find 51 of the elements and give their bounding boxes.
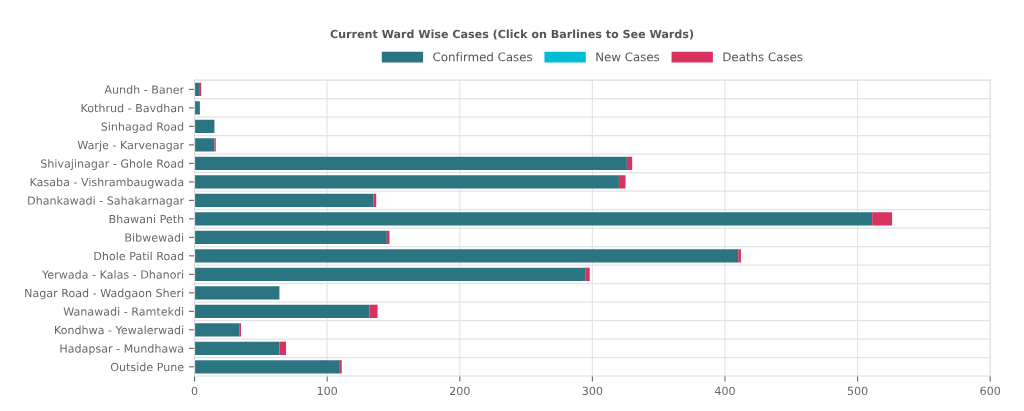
y-tick-label: Sinhagad Road	[101, 122, 184, 133]
y-tick-label: Kothrud - Bavdhan	[81, 103, 184, 113]
y-tick-label: Aundh - Baner	[104, 85, 185, 94]
bar	[194, 193, 374, 208]
y-tick-label: Shivajinagar - Ghole Road	[41, 159, 184, 170]
y-tick-label: Outside Pune	[110, 362, 184, 372]
x-tick-label: 200	[449, 386, 470, 396]
bar	[194, 286, 280, 300]
y-tick-label: Nagar Road - Wadgaon Sheri	[25, 288, 184, 300]
bar	[626, 156, 633, 171]
bar	[339, 360, 342, 374]
x-tick-label: 400	[714, 386, 735, 396]
y-tick-label: Dhankawadi - Sahakarnagar	[28, 196, 185, 207]
y-tick-label: Kasaba - Vishrambaugwada	[30, 177, 184, 189]
legend-label: Deaths Cases	[723, 52, 803, 62]
legend-label: Confirmed Cases	[433, 52, 533, 62]
bar	[194, 341, 280, 355]
y-tick-label: Wanawadi - Ramtekdi	[63, 307, 184, 316]
x-tick-label: 0	[191, 386, 198, 396]
x-tick-label: 500	[847, 386, 868, 396]
y-tick-label: Kondhwa - Yewalerwadi	[55, 325, 184, 335]
bar	[194, 82, 200, 97]
bar	[585, 267, 590, 281]
bar	[194, 267, 586, 281]
x-tick-label: 100	[317, 386, 338, 396]
legend-label: New Cases	[596, 52, 660, 62]
x-tick-label: 300	[582, 386, 603, 396]
bar	[194, 101, 200, 115]
y-tick-label: Warje - Karvenagar	[77, 140, 185, 152]
bar	[872, 212, 893, 226]
y-tick-label: Yerwada - Kalas - Dhanori	[42, 270, 184, 279]
bar	[194, 138, 215, 152]
bar	[194, 249, 739, 263]
bar	[194, 323, 240, 337]
bar	[194, 212, 873, 226]
bar	[194, 360, 340, 374]
bar	[194, 175, 619, 189]
bar	[194, 304, 370, 318]
y-tick-label: Dhole Patil Road	[94, 251, 184, 261]
bar	[369, 304, 378, 318]
bar	[194, 230, 387, 245]
x-tick-label: 600	[980, 386, 1001, 396]
y-tick-label: Bhawani Peth	[109, 214, 184, 224]
bar	[618, 175, 626, 189]
y-tick-label: Hadapsar - Mundhawa	[60, 344, 184, 355]
y-tick-label: Bibwewadi	[125, 233, 184, 242]
bar	[194, 119, 215, 134]
bar	[194, 156, 627, 171]
bar	[279, 341, 287, 355]
bar	[738, 249, 741, 263]
chart-title: Current Ward Wise Cases (Click on Barlines to See Wards)	[330, 29, 694, 40]
